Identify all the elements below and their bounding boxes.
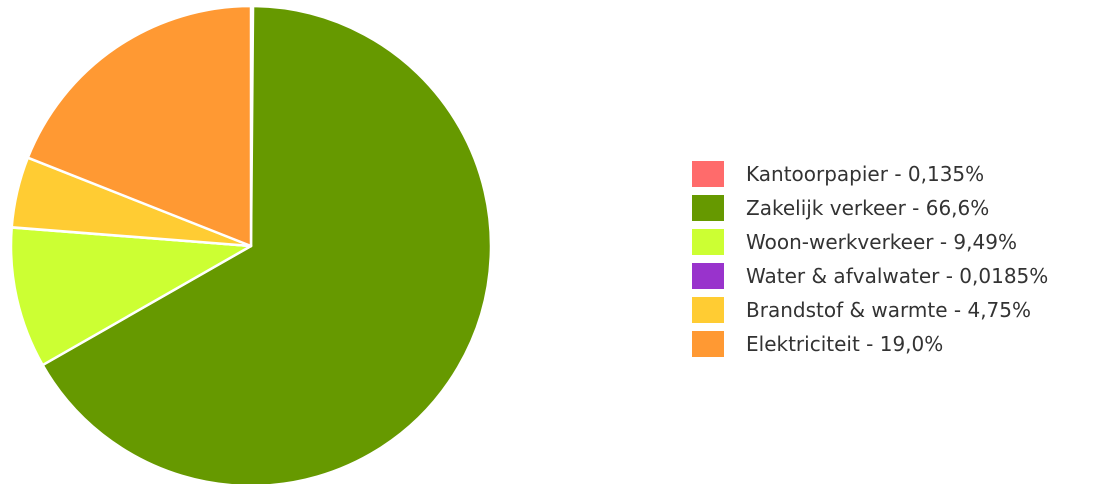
legend-swatch-brandstof-warmte	[692, 297, 724, 323]
legend-swatch-elektriciteit	[692, 331, 724, 357]
pie-slice-woon-werkverkeer[interactable]	[9, 226, 253, 367]
legend-swatch-zakelijk-verkeer	[692, 195, 724, 221]
legend-swatch-kantoorpapier	[692, 161, 724, 187]
legend-item-elektriciteit[interactable]: Elektriciteit - 19,0%	[692, 327, 1048, 361]
legend-label-elektriciteit: Elektriciteit - 19,0%	[746, 332, 944, 356]
chart-legend: Kantoorpapier - 0,135% Zakelijk verkeer …	[692, 157, 1048, 361]
legend-swatch-woon-werkverkeer	[692, 229, 724, 255]
legend-label-woon-werkverkeer: Woon-werkverkeer - 9,49%	[746, 230, 1017, 254]
legend-label-brandstof-warmte: Brandstof & warmte - 4,75%	[746, 298, 1031, 322]
pie-slice-elektriciteit[interactable]	[26, 4, 253, 248]
legend-label-zakelijk-verkeer: Zakelijk verkeer - 66,6%	[746, 196, 990, 220]
legend-item-woon-werkverkeer[interactable]: Woon-werkverkeer - 9,49%	[692, 225, 1048, 259]
legend-item-water-afvalwater[interactable]: Water & afvalwater - 0,0185%	[692, 259, 1048, 293]
legend-label-kantoorpapier: Kantoorpapier - 0,135%	[746, 162, 985, 186]
legend-swatch-water-afvalwater	[692, 263, 724, 289]
legend-label-water-afvalwater: Water & afvalwater - 0,0185%	[746, 264, 1049, 288]
pie-slice-zakelijk-verkeer[interactable]	[41, 4, 493, 484]
legend-item-zakelijk-verkeer[interactable]: Zakelijk verkeer - 66,6%	[692, 191, 1048, 225]
legend-item-kantoorpapier[interactable]: Kantoorpapier - 0,135%	[692, 157, 1048, 191]
legend-item-brandstof-warmte[interactable]: Brandstof & warmte - 4,75%	[692, 293, 1048, 327]
pie-chart	[9, 4, 493, 484]
